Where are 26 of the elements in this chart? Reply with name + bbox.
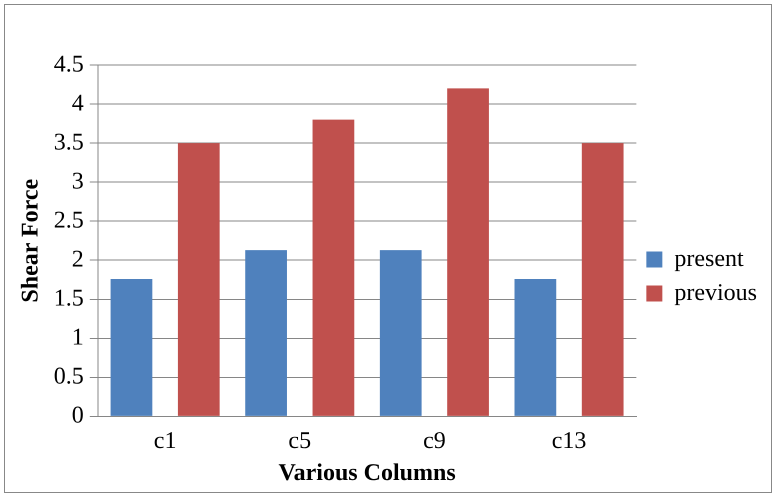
bar — [178, 143, 220, 416]
y-tick-label: 2 — [72, 246, 84, 273]
y-tick-label: 1 — [72, 324, 84, 351]
y-tick-label: 3 — [72, 168, 84, 194]
x-tick-label: c13 — [552, 428, 586, 454]
y-axis-title: Shear Force — [18, 178, 44, 303]
bar — [245, 250, 287, 416]
y-tick-label: 0.5 — [54, 364, 84, 390]
y-tick-label: 1.5 — [54, 286, 84, 312]
bar — [514, 278, 556, 416]
bar — [582, 143, 624, 416]
y-tick-label: 4 — [72, 90, 84, 116]
y-tick-label: 0 — [72, 402, 84, 429]
x-axis-title: Various Columns — [278, 460, 456, 486]
x-tick-label: c5 — [288, 428, 312, 454]
y-tick-label: 4.5 — [54, 51, 84, 78]
bar — [380, 250, 422, 416]
bar — [110, 278, 152, 416]
legend-label: previous — [674, 280, 758, 306]
legend-label: present — [674, 246, 744, 272]
bar — [447, 88, 489, 416]
x-tick-label: c9 — [423, 428, 446, 454]
bar — [312, 120, 354, 416]
x-tick-label: c1 — [154, 428, 176, 454]
y-tick-label: 2.5 — [54, 207, 84, 234]
y-tick-label: 3.5 — [54, 129, 84, 156]
